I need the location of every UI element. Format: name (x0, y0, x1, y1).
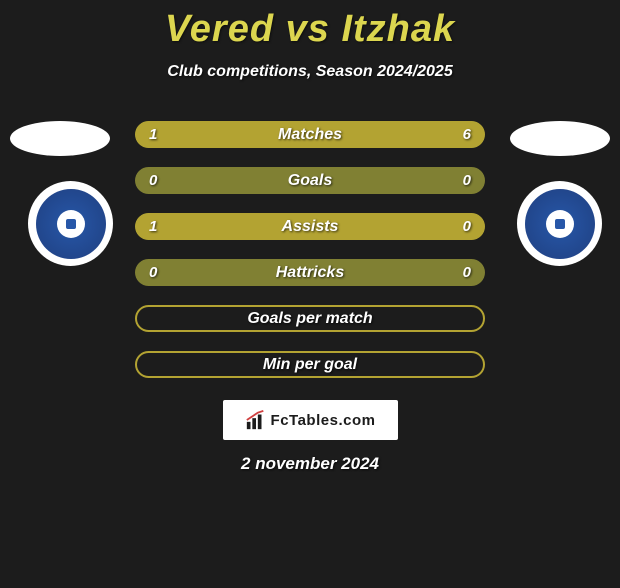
stat-label: Goals (135, 172, 485, 190)
chart-icon (245, 409, 267, 431)
comparison-subtitle: Club competitions, Season 2024/2025 (0, 63, 620, 81)
comparison-content: 1 Matches 6 0 Goals 0 1 Assists 0 0 Hatt… (0, 121, 620, 474)
watermark: FcTables.com (223, 400, 398, 440)
player-avatar-right (510, 121, 610, 156)
watermark-text: FcTables.com (271, 412, 376, 429)
stat-row-gpm: Goals per match (135, 305, 485, 332)
stat-label: Matches (135, 126, 485, 144)
stat-row-mpg: Min per goal (135, 351, 485, 378)
stat-label: Hattricks (135, 264, 485, 282)
club-logo-left (28, 181, 113, 266)
stat-label: Min per goal (137, 356, 483, 374)
stat-value-right: 6 (463, 126, 471, 143)
stat-value-right: 0 (463, 264, 471, 281)
stat-label: Goals per match (137, 310, 483, 328)
stat-value-right: 0 (463, 218, 471, 235)
stat-label: Assists (135, 218, 485, 236)
comparison-date: 2 november 2024 (0, 454, 620, 474)
stats-bars: 1 Matches 6 0 Goals 0 1 Assists 0 0 Hatt… (135, 121, 485, 378)
stat-row-matches: 1 Matches 6 (135, 121, 485, 148)
club-logo-right (517, 181, 602, 266)
comparison-title: Vered vs Itzhak (0, 8, 620, 51)
stat-value-right: 0 (463, 172, 471, 189)
stat-row-goals: 0 Goals 0 (135, 167, 485, 194)
stat-row-assists: 1 Assists 0 (135, 213, 485, 240)
stat-row-hattricks: 0 Hattricks 0 (135, 259, 485, 286)
player-avatar-left (10, 121, 110, 156)
